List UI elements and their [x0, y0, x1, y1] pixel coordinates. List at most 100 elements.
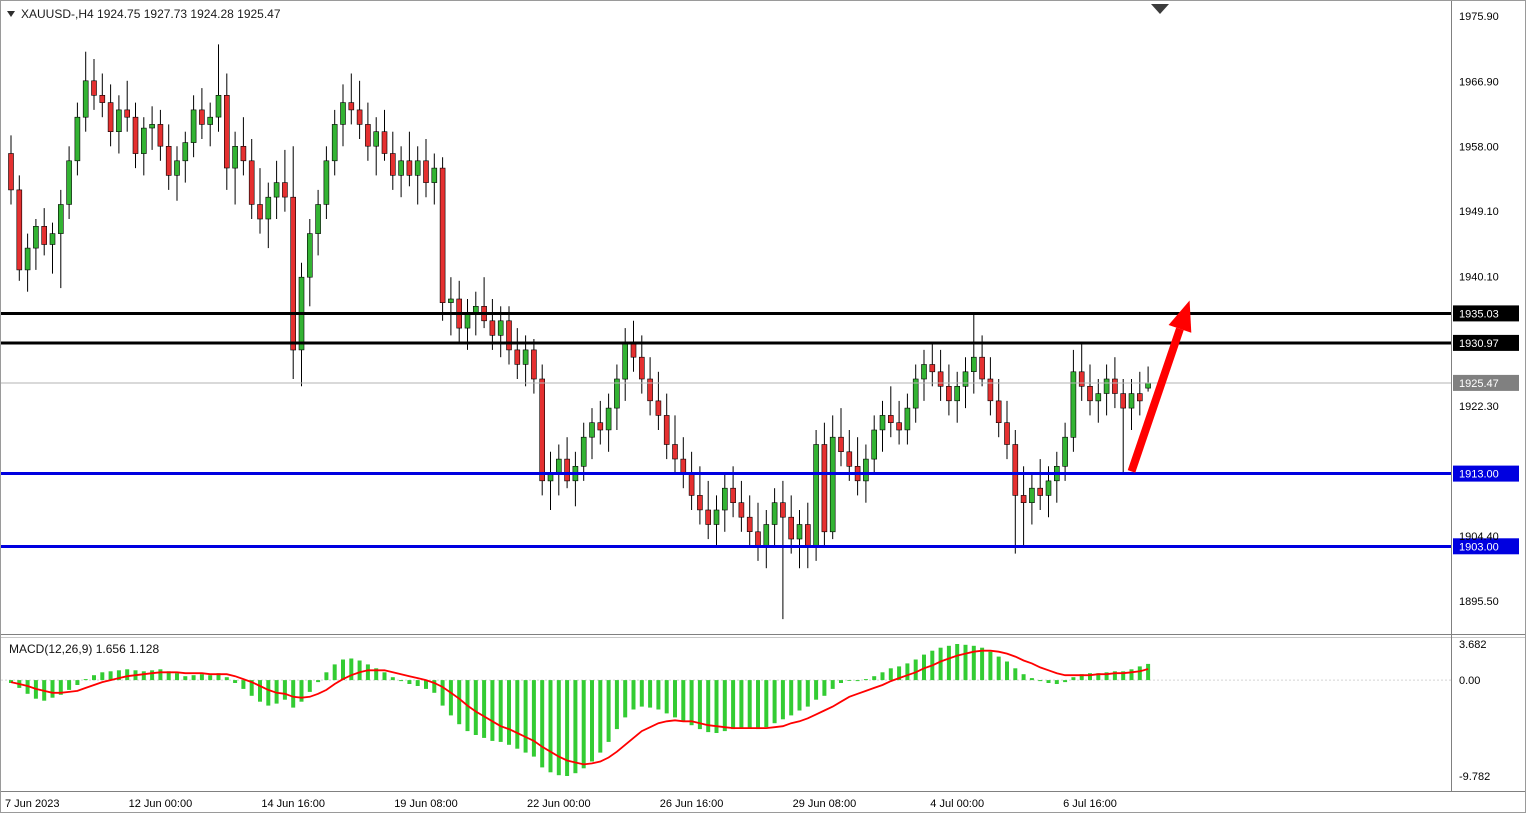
- macd-histogram-bar: [988, 651, 993, 681]
- macd-histogram-bar: [839, 680, 843, 683]
- price-axis-tick: 1958.00: [1459, 141, 1499, 153]
- candle-body: [199, 109, 205, 125]
- candle-body: [389, 153, 396, 176]
- price-level-label-box: [1453, 465, 1519, 482]
- candle-body: [896, 422, 902, 431]
- price-axis-tick: 1975.90: [1459, 11, 1499, 23]
- candle-body: [406, 160, 413, 176]
- candle-body: [116, 109, 122, 133]
- macd-histogram-bar: [664, 680, 669, 714]
- macd-histogram-bar: [341, 659, 345, 681]
- candle-body: [771, 502, 778, 525]
- macd-histogram-bar: [590, 680, 594, 762]
- macd-histogram-bar: [482, 680, 487, 738]
- price-axis-tick: 1949.10: [1459, 206, 1499, 218]
- candle-body: [74, 116, 81, 162]
- candle-body: [655, 400, 662, 416]
- candle-body: [1137, 393, 1143, 402]
- trend-arrow-shaft[interactable]: [1127, 327, 1184, 473]
- macd-axis-tick: -9.782: [1459, 771, 1490, 783]
- macd-histogram-bar: [75, 680, 80, 685]
- candle-body: [16, 189, 23, 271]
- price-level-label: 1913.00: [1459, 469, 1499, 481]
- chart-collapse-icon[interactable]: [7, 11, 15, 17]
- macd-histogram-bar: [100, 672, 105, 681]
- candle-body: [962, 371, 969, 387]
- candle-body: [597, 422, 604, 431]
- macd-histogram-bar: [697, 680, 702, 730]
- macd-histogram-bar: [208, 675, 213, 681]
- price-scale[interactable]: 1975.90 1966.90 1958.00 1949.10 1940.10 1922.…: [1459, 11, 1499, 608]
- macd-histogram-bar: [199, 674, 204, 681]
- candle-body: [680, 458, 687, 474]
- candle-body: [165, 146, 172, 176]
- macd-histogram-bar: [789, 680, 794, 716]
- candle-body: [730, 487, 736, 504]
- candle-body: [124, 109, 130, 118]
- macd-histogram-bar: [83, 679, 88, 681]
- macd-histogram-bar: [905, 663, 910, 681]
- macd-histogram-bar: [407, 680, 412, 684]
- macd-histogram-bar: [531, 680, 536, 757]
- macd-histogram-bar: [399, 680, 404, 682]
- candle-body: [813, 444, 819, 547]
- macd-histogram-bar: [58, 680, 63, 695]
- candle-body: [713, 509, 720, 525]
- macd-histogram-bar: [1054, 680, 1059, 684]
- macd-histogram-bar: [125, 669, 130, 681]
- macd-histogram-bar: [50, 680, 55, 698]
- candle-body: [24, 247, 31, 271]
- symbol-timeframe-ohlc: XAUUSD-,H4 1924.75 1927.73 1924.28 1925.…: [21, 7, 281, 21]
- macd-histogram-bar: [150, 670, 155, 681]
- time-axis-label: 19 Jun 08:00: [394, 798, 458, 810]
- macd-histogram-bar: [116, 670, 121, 681]
- trend-arrow-head[interactable]: [1168, 300, 1192, 333]
- time-axis-label: 7 Jun 2023: [5, 798, 59, 810]
- candle-body: [929, 364, 936, 373]
- macd-histogram-bar: [739, 680, 744, 729]
- macd-histogram-bar: [108, 671, 113, 681]
- time-scale[interactable]: 7 Jun 2023 12 Jun 00:00 14 Jun 16:00 19 Jun…: [5, 798, 1117, 810]
- candle-body: [248, 160, 255, 205]
- candle-body: [846, 451, 853, 467]
- candle-body: [755, 531, 761, 547]
- macd-histogram-bar: [1038, 680, 1043, 682]
- macd-histogram-bar: [540, 680, 545, 768]
- macd-histogram-bar: [266, 680, 271, 706]
- macd-histogram-bar: [1046, 680, 1051, 683]
- candle-body: [555, 458, 562, 474]
- macd-histogram-bar: [390, 677, 395, 681]
- candle-body: [738, 502, 745, 518]
- macd-histogram-bar: [772, 680, 777, 724]
- candle-body: [688, 473, 695, 496]
- macd-histogram-bar: [1137, 666, 1142, 681]
- candle-body: [1062, 436, 1068, 467]
- candle-body: [431, 167, 438, 183]
- candle-body: [1020, 495, 1027, 503]
- price-axis-tick: 1940.10: [1459, 272, 1499, 284]
- macd-histogram-bar: [365, 664, 370, 681]
- macd-histogram-bar: [623, 680, 628, 718]
- macd-histogram-bar: [307, 680, 312, 692]
- candle-body: [721, 487, 728, 511]
- macd-histogram-bar: [614, 680, 619, 730]
- candle-body: [638, 356, 645, 380]
- candle-body: [381, 131, 388, 154]
- macd-histogram-bar: [166, 671, 171, 681]
- macd-histogram-bar: [258, 680, 262, 702]
- candle-body: [589, 422, 595, 438]
- macd-histogram-bar: [457, 680, 462, 725]
- macd-histogram-bar: [847, 680, 852, 681]
- time-axis-label: 6 Jul 16:00: [1063, 798, 1117, 810]
- chart-shift-marker-icon[interactable]: [1151, 4, 1169, 14]
- candle-body: [8, 153, 14, 191]
- macd-histogram-bar: [598, 680, 603, 753]
- candle-body: [970, 356, 977, 373]
- candle-body: [672, 444, 678, 460]
- candle-body: [630, 342, 637, 358]
- macd-histogram-bar: [556, 680, 561, 776]
- candle-body: [838, 436, 844, 453]
- candle-body: [489, 320, 496, 336]
- macd-scale[interactable]: 3.682 0.00 -9.782: [1459, 639, 1490, 783]
